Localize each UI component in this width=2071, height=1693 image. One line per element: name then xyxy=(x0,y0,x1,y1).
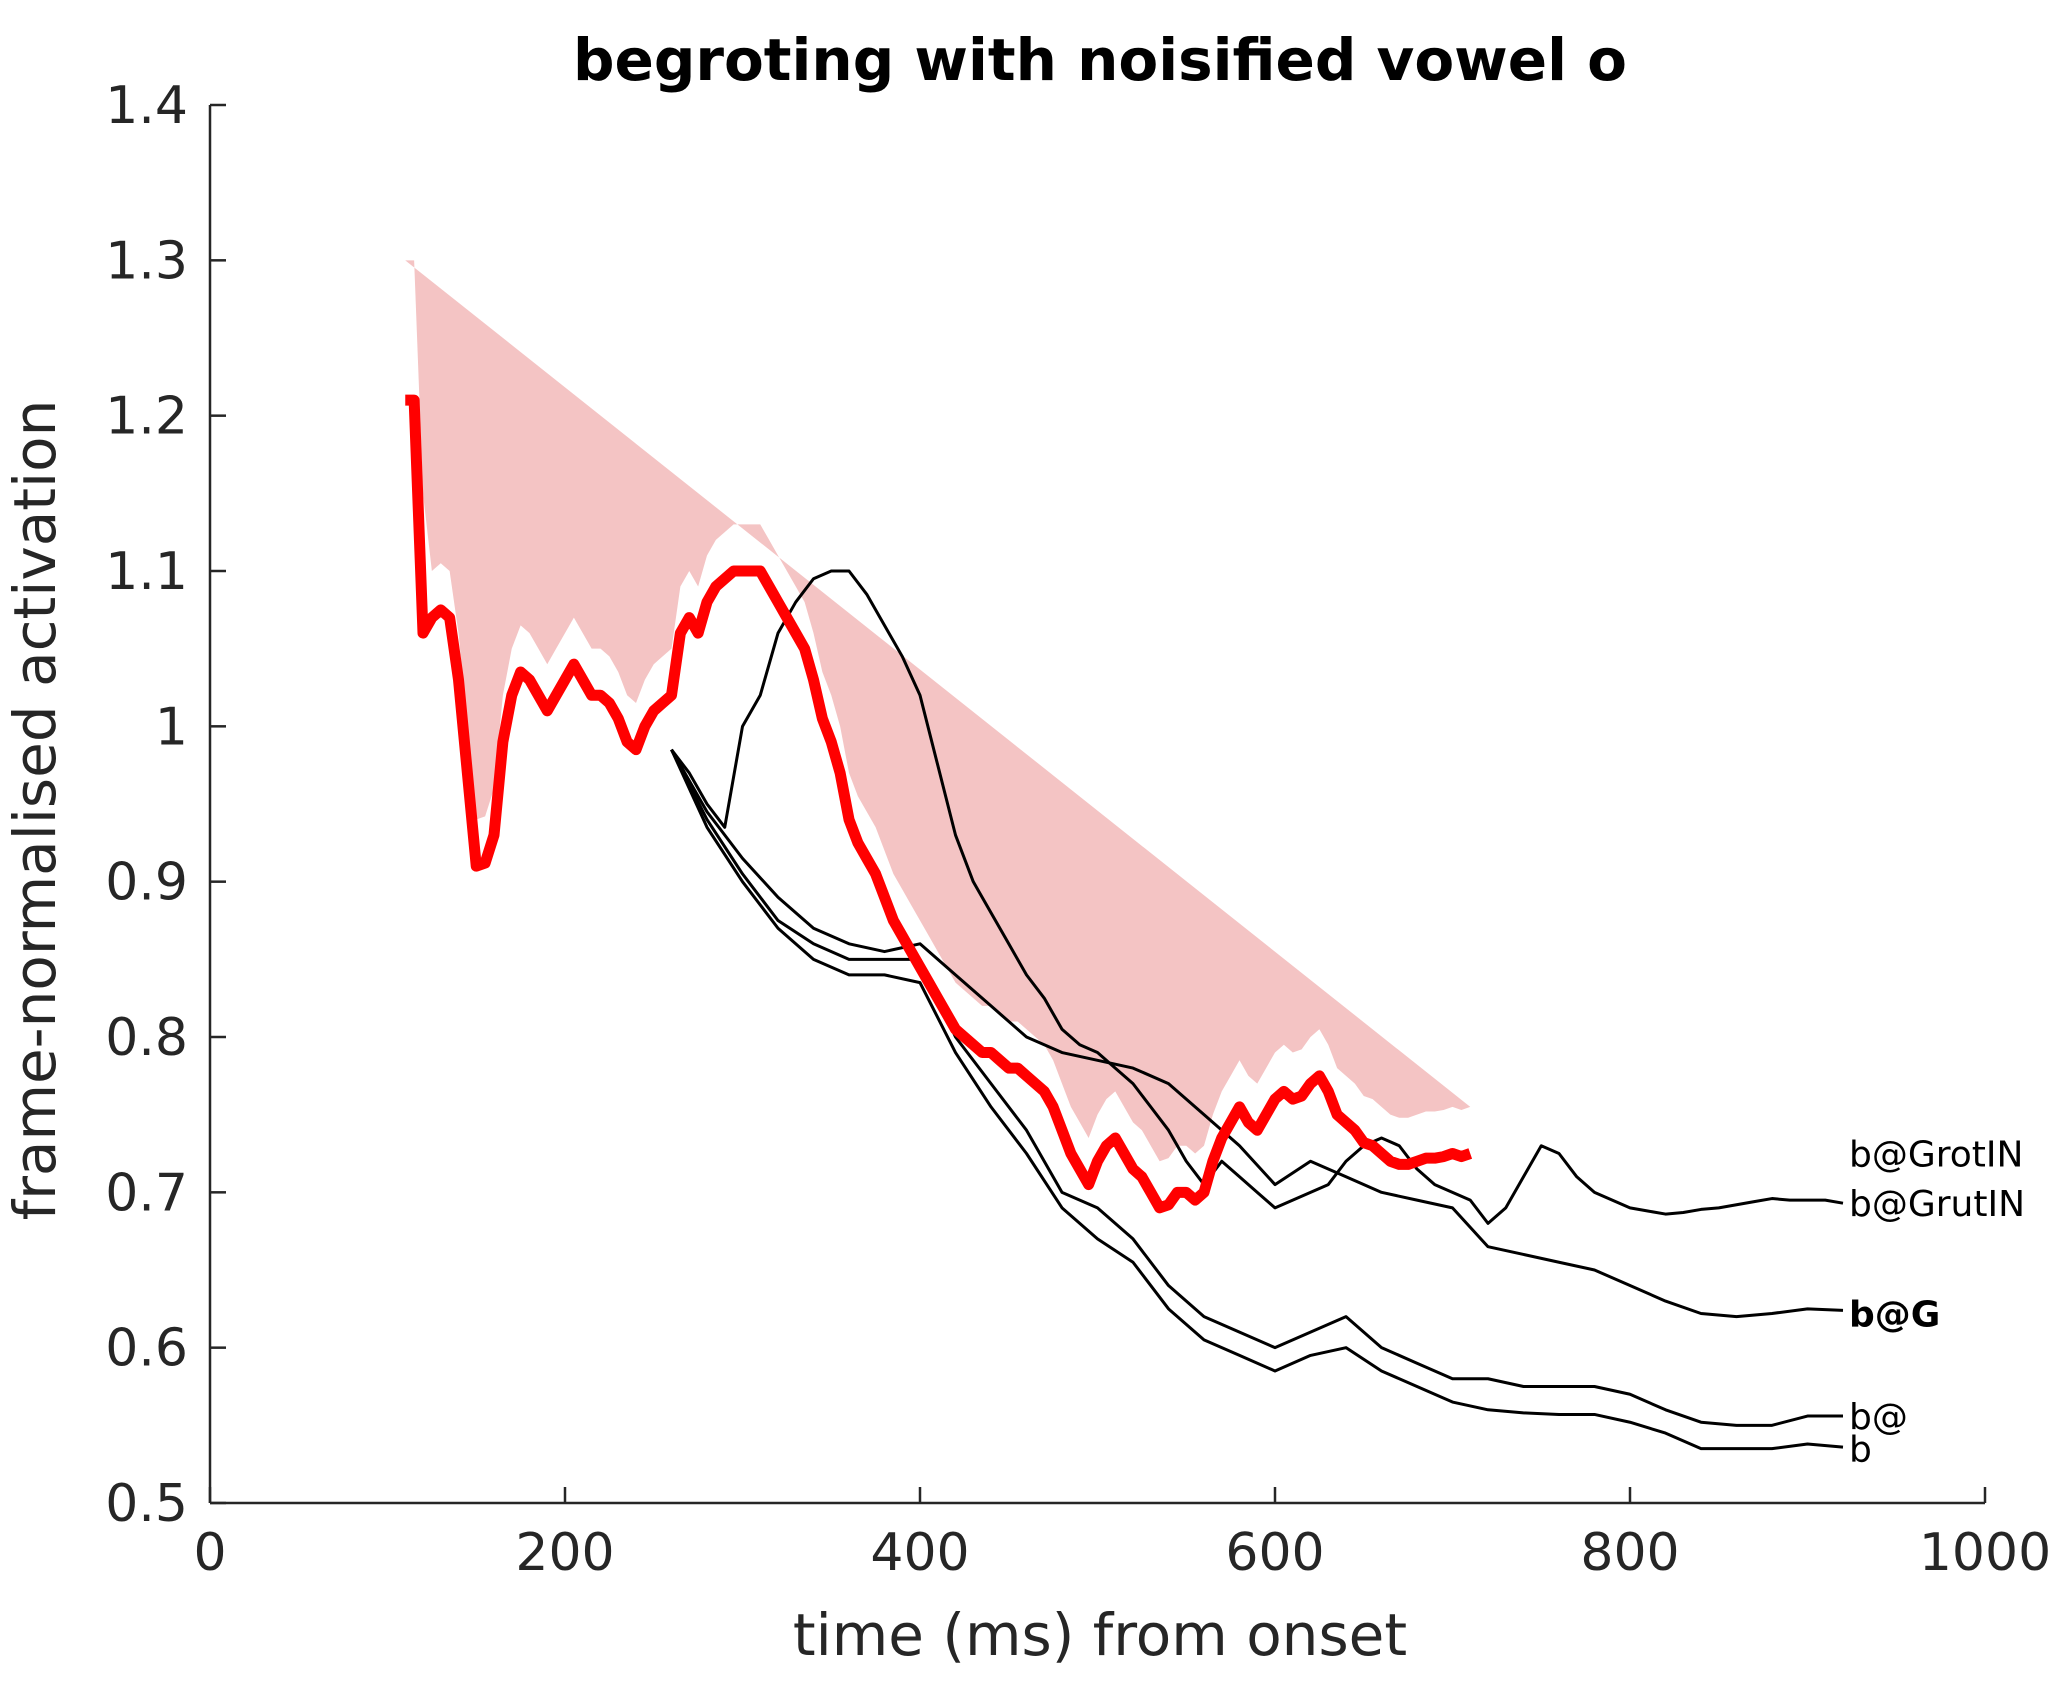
confidence-band xyxy=(405,260,1471,1162)
series-line-b xyxy=(670,749,1844,1451)
x-axis-label: time (ms) from onset xyxy=(793,1601,1407,1669)
end-label-b: b xyxy=(1849,1430,1872,1471)
competitor-lines-layer xyxy=(670,569,1844,1451)
y-tick-label: 1.1 xyxy=(105,542,188,602)
x-tick-label: 200 xyxy=(515,1523,614,1583)
y-tick-label: 1 xyxy=(155,697,188,757)
y-tick-label: 0.7 xyxy=(105,1163,188,1223)
end-label-bg: b@G xyxy=(1849,1294,1940,1335)
y-tick-label: 0.6 xyxy=(105,1319,188,1379)
x-tick-label: 600 xyxy=(1225,1523,1324,1583)
end-label-b: b@ xyxy=(1849,1397,1908,1438)
y-tick-label: 1.3 xyxy=(105,231,188,291)
end-label-bgrutin: b@GrutIN xyxy=(1849,1184,2025,1225)
series-line-bg xyxy=(670,748,1844,1319)
chart-title: begroting with noisified vowel o xyxy=(573,26,1627,94)
end-label-bgrotin: b@GrotIN xyxy=(1849,1135,2023,1176)
confidence-band-layer xyxy=(405,260,1471,1162)
target-line-layer xyxy=(405,394,1473,1214)
y-tick-label: 1.4 xyxy=(105,76,188,136)
x-tick-label: 800 xyxy=(1580,1523,1679,1583)
y-axis-label: frame-normalised activation xyxy=(1,400,69,1221)
series-line-b xyxy=(670,748,1843,1427)
end-labels-layer: b@GrotIN b@GrutIN b@G b@b xyxy=(1849,1135,2025,1471)
series-line-bgrutin xyxy=(670,569,1844,1225)
axes-layer: 0 200 400 600 800 1000 0.5 0.6 0.7 0.8 0.9 1 1.1 1.2 1… xyxy=(105,76,2051,1583)
x-tick-label: 0 xyxy=(193,1523,226,1583)
y-tick-label: 0.9 xyxy=(105,853,188,913)
y-tick-label: 0.5 xyxy=(105,1474,188,1534)
series-line-target xyxy=(405,394,1473,1214)
x-tick-label: 1000 xyxy=(1919,1523,2051,1583)
y-tick-label: 0.8 xyxy=(105,1008,188,1068)
x-tick-label: 400 xyxy=(870,1523,969,1583)
y-tick-label: 1.2 xyxy=(105,387,188,447)
